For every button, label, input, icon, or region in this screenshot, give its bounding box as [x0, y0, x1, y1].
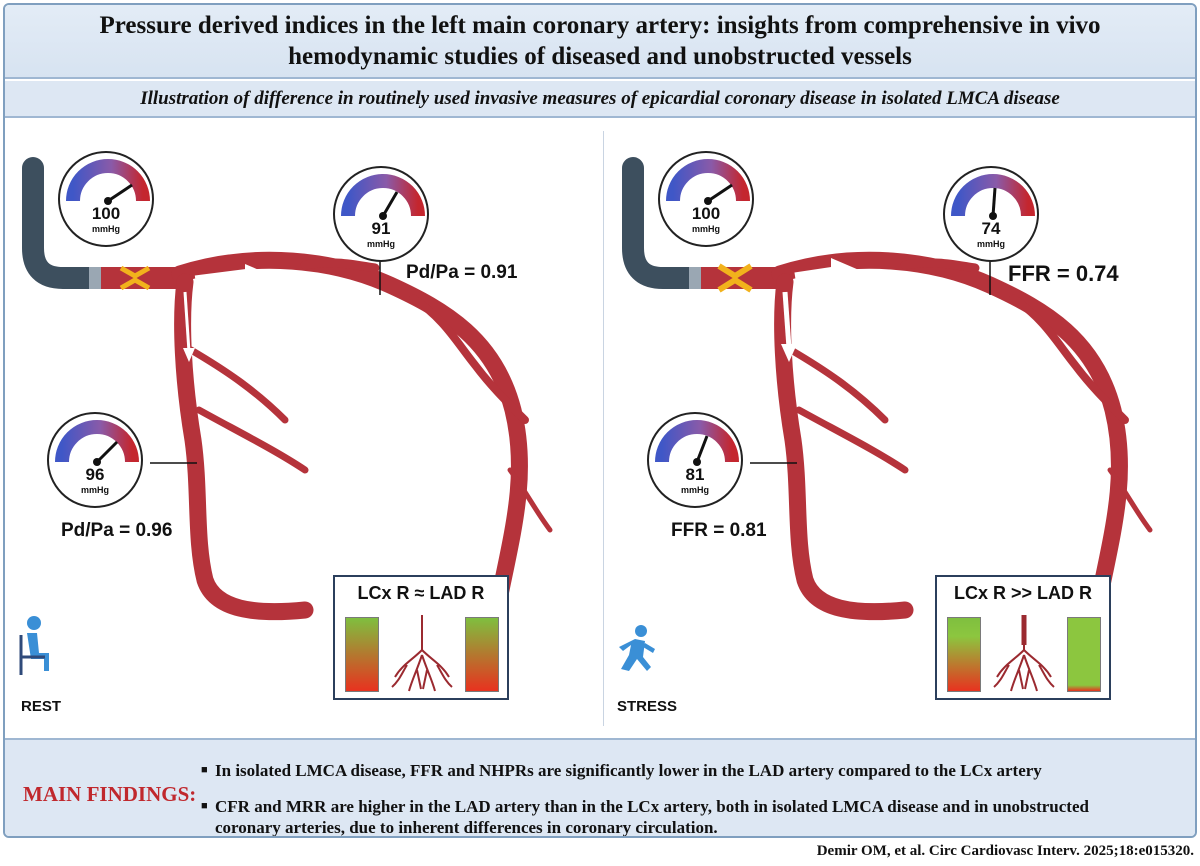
- resistance-box: LCx R >> LAD R: [935, 575, 1111, 700]
- infographic-frame: Pressure derived indices in the left mai…: [3, 3, 1197, 838]
- lcx-resistance-bar: [947, 617, 981, 692]
- lad-artery: [171, 251, 529, 629]
- gauge-value: 91: [371, 219, 391, 238]
- stress-vessel-diagram: [622, 157, 1153, 629]
- lad-pressure-gauge: 91 mmHg: [333, 166, 429, 262]
- citation: Demir OM, et al. Circ Cardiovasc Interv.…: [816, 843, 1194, 859]
- rest-vessel-diagram: [22, 157, 553, 629]
- diagonal-branch: [900, 258, 980, 273]
- aortic-pressure-gauge: 100 mmHg: [58, 151, 154, 247]
- gauge-value: 96: [85, 465, 105, 484]
- resistance-title: LCx R ≈ LAD R: [357, 583, 485, 603]
- subtitle-band: Illustration of difference in routinely …: [5, 81, 1195, 118]
- diagonal-branch: [300, 258, 380, 273]
- lad-flow-arrowhead: [245, 264, 259, 276]
- lad-side-branch: [409, 294, 529, 424]
- state-label: STRESS: [617, 698, 678, 715]
- lcx-resistance-bar: [345, 617, 379, 692]
- catheter: [622, 157, 711, 289]
- lad-resistance-bar: [1067, 617, 1101, 692]
- title-band: Pressure derived indices in the left mai…: [5, 5, 1195, 79]
- lad-flow-arrowhead: [831, 258, 859, 282]
- lcx-branch-2: [195, 406, 309, 474]
- lcx-artery: [174, 273, 314, 621]
- lcx-flow-arrowhead: [183, 348, 195, 362]
- lcx-branch-2: [795, 406, 909, 474]
- main-findings-band: MAIN FINDINGS: ■ In isolated LMCA diseas…: [5, 738, 1195, 837]
- gauge-unit: mmHg: [680, 485, 709, 495]
- gauge-dial-icon: [341, 174, 425, 220]
- lcx-pressure-gauge: 81 mmHg: [647, 412, 743, 508]
- lcx-index-label: Pd/Pa = 0.96: [61, 520, 173, 541]
- resistance-title: LCx R >> LAD R: [953, 583, 1093, 603]
- gauge-dial-icon: [655, 420, 739, 466]
- lcx-index-label: FFR = 0.81: [671, 520, 767, 541]
- gauge-unit: mmHg: [976, 239, 1005, 249]
- square-bullet-icon: ■: [201, 764, 208, 776]
- stress-panel: 100 mmHg 74 mmHg 81 mmHg FFR = 0.74 FFR …: [605, 120, 1195, 738]
- lcx-flow-arrow: [183, 291, 191, 353]
- gauge-dial-icon: [951, 174, 1035, 220]
- microvascular-tree-icon: [391, 615, 453, 692]
- lad-side-branch: [1009, 294, 1129, 424]
- title-line-2: hemodynamic studies of diseased and unob…: [288, 43, 912, 70]
- lcx-branch-1: [187, 346, 289, 424]
- gauge-value: 74: [981, 219, 1001, 238]
- lad-index-label: FFR = 0.74: [1008, 261, 1119, 286]
- gauge-unit: mmHg: [80, 485, 109, 495]
- lcx-branch-1: [787, 346, 889, 424]
- lmca-stenosis: [119, 265, 151, 291]
- running-person-icon: [619, 625, 655, 671]
- gauge-unit: mmHg: [691, 224, 720, 234]
- page-title: Pressure derived indices in the left mai…: [45, 10, 1155, 72]
- page-subtitle: Illustration of difference in routinely …: [140, 87, 1060, 109]
- lad-flow-arrow: [794, 266, 836, 280]
- sitting-person-icon: [19, 616, 49, 675]
- gauge-value: 100: [691, 204, 721, 223]
- lcx-pressure-gauge: 96 mmHg: [47, 412, 143, 508]
- lad-flow-arrow: [194, 268, 251, 279]
- findings-label: MAIN FINDINGS:: [23, 782, 197, 806]
- finding-text: In isolated LMCA disease, FFR and NHPRs …: [215, 761, 1042, 780]
- gauge-unit: mmHg: [366, 239, 395, 249]
- microvascular-tree-icon: [993, 615, 1055, 692]
- gauge-value: 100: [91, 204, 121, 223]
- finding-item: ■ CFR and MRR are higher in the LAD arte…: [201, 796, 1145, 837]
- square-bullet-icon: ■: [201, 800, 208, 812]
- lad-pressure-gauge: 74 mmHg: [943, 166, 1039, 262]
- state-label: REST: [21, 698, 62, 715]
- finding-text: CFR and MRR are higher in the LAD artery…: [215, 797, 1089, 837]
- lad-index-label: Pd/Pa = 0.91: [406, 262, 518, 283]
- catheter-tip: [689, 267, 703, 289]
- catheter: [22, 157, 111, 289]
- gauge-dial-icon: [66, 159, 150, 205]
- gauge-dial-icon: [666, 159, 750, 205]
- finding-item: ■ In isolated LMCA disease, FFR and NHPR…: [201, 760, 1185, 781]
- catheter-tip: [89, 267, 103, 289]
- lcx-flow-arrow: [782, 291, 792, 349]
- gauge-dial-icon: [55, 420, 139, 466]
- lad-distal-branch: [507, 467, 553, 533]
- resistance-box: LCx R ≈ LAD R: [333, 575, 509, 700]
- title-line-1: Pressure derived indices in the left mai…: [99, 12, 1101, 39]
- panel-divider: [603, 131, 604, 726]
- gauge-unit: mmHg: [91, 224, 120, 234]
- lad-resistance-bar: [465, 617, 499, 692]
- aortic-pressure-gauge: 100 mmHg: [658, 151, 754, 247]
- lcx-artery: [774, 273, 914, 621]
- lad-distal-branch: [1107, 467, 1153, 533]
- lcx-flow-arrowhead: [781, 344, 797, 362]
- rest-panel: 100 mmHg 91 mmHg 96 mmHg Pd/Pa = 0.91 Pd…: [5, 120, 601, 738]
- lmca-stenosis: [717, 263, 753, 293]
- lad-artery: [771, 251, 1129, 629]
- gauge-value: 81: [685, 465, 705, 484]
